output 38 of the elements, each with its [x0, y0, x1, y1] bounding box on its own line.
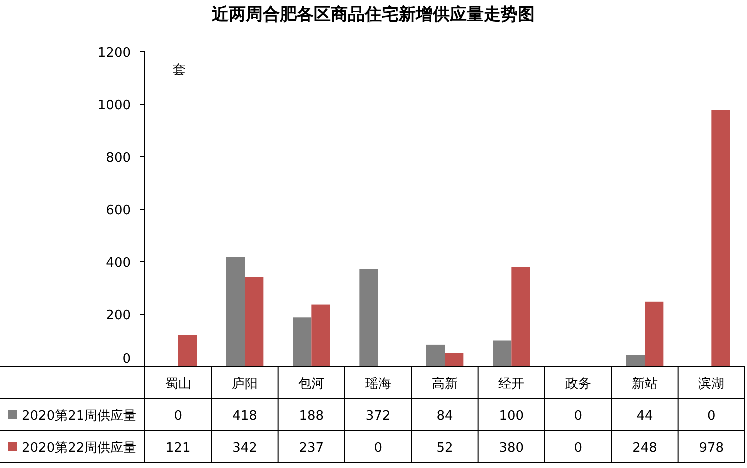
data-label: 100: [499, 409, 524, 424]
data-label: 0: [374, 441, 382, 456]
x-tick-label: 滨湖: [698, 376, 725, 392]
x-tick-label: 包河: [298, 377, 325, 392]
data-label: 0: [574, 409, 582, 424]
title: 近两周合肥各区商品住宅新增供应量走势图: [212, 5, 535, 25]
data-label: 380: [499, 441, 524, 456]
data-label: 372: [366, 409, 391, 424]
x-tick-label: 庐阳: [232, 376, 258, 392]
x-tick-label: 瑶海: [365, 377, 392, 392]
y-tick-label: 600: [106, 204, 131, 218]
y-tick-label: 400: [106, 256, 131, 271]
data-label: 978: [699, 441, 724, 456]
data-label: 52: [436, 441, 454, 456]
data-label: 342: [232, 441, 258, 456]
ylabel: 套: [173, 63, 186, 78]
data-label: 0: [708, 409, 716, 424]
y-tick-label: 1000: [98, 98, 131, 114]
y-tick-label: 1200: [98, 46, 131, 61]
x-tick-label: 蜀山: [165, 377, 192, 392]
x-tick-label: 政务: [565, 377, 592, 392]
y-tick-label: 0: [122, 352, 131, 367]
data-label: 0: [174, 409, 182, 424]
data-label: 188: [299, 409, 324, 424]
legend-label: 2020第21周供应量: [22, 408, 137, 424]
data-label: 418: [232, 409, 258, 424]
data-label: 248: [632, 441, 658, 456]
data-label: 121: [166, 441, 191, 456]
x-tick-label: 高新: [432, 376, 458, 392]
x-tick-label: 经开: [498, 377, 525, 392]
data-label: 84: [436, 409, 454, 424]
y-tick-label: 200: [106, 308, 131, 324]
y-tick-label: 800: [106, 151, 131, 166]
legend-label: 2020第22周供应量: [22, 440, 137, 456]
data-label: 237: [299, 441, 324, 456]
data-label: 44: [636, 409, 654, 424]
x-tick-label: 新站: [632, 377, 658, 392]
data-label: 0: [574, 441, 582, 456]
